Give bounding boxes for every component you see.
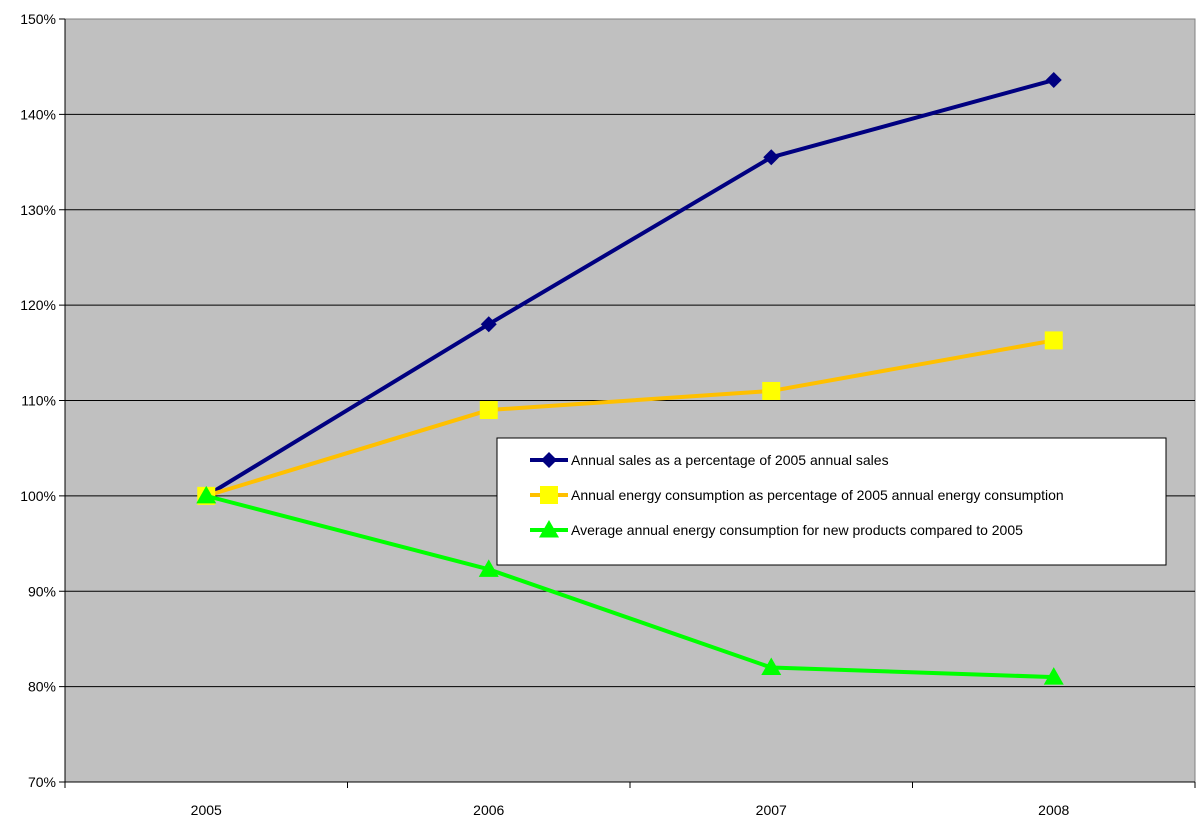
diamond-marker — [763, 149, 780, 166]
y-tick-label: 150% — [20, 11, 56, 27]
triangle-marker — [196, 485, 217, 504]
series-line — [205, 78, 1055, 498]
y-tick-label: 80% — [28, 679, 56, 695]
diamond-marker — [541, 452, 557, 468]
series-line — [205, 338, 1055, 498]
series-2 — [197, 331, 1063, 505]
y-tick-label: 70% — [28, 774, 56, 790]
legend: Annual sales as a percentage of 2005 ann… — [496, 437, 1167, 566]
square-marker — [540, 486, 558, 504]
diamond-marker — [480, 316, 497, 333]
square-marker — [1044, 331, 1063, 350]
series-3 — [196, 485, 1064, 685]
legend-label: Annual energy consumption as percentage … — [571, 487, 1064, 503]
diamond-marker — [1045, 72, 1062, 89]
y-tick-label: 90% — [28, 583, 56, 599]
triangle-marker — [478, 559, 499, 577]
axes: 70% 80% 90% 100% 110% 120% 130% 140% 150% 2005 200… — [20, 11, 1196, 818]
legend-label: Average annual energy consumption for ne… — [571, 522, 1023, 538]
x-tick-label: 2006 — [473, 802, 504, 818]
square-marker — [479, 401, 498, 420]
series-line — [205, 493, 1054, 680]
series-layer — [196, 72, 1064, 685]
triangle-marker — [539, 520, 559, 538]
y-tick-label: 120% — [20, 297, 56, 313]
legend-label: Annual sales as a percentage of 2005 ann… — [571, 452, 889, 468]
legend-box — [496, 437, 1167, 566]
x-tick-label: 2007 — [756, 802, 787, 818]
y-tick-label: 100% — [20, 488, 56, 504]
y-tick-label: 140% — [20, 106, 56, 122]
gridlines — [65, 113, 1195, 688]
x-tick-label: 2008 — [1038, 802, 1069, 818]
x-tick-label: 2005 — [191, 802, 222, 818]
y-tick-label: 110% — [21, 393, 56, 409]
legend-item: Annual sales as a percentage of 2005 ann… — [530, 452, 889, 468]
triangle-marker — [761, 657, 782, 676]
legend-item: Average annual energy consumption for ne… — [530, 520, 1023, 538]
square-marker — [762, 381, 781, 400]
triangle-marker — [1043, 667, 1064, 685]
legend-item: Annual energy consumption as percentage … — [530, 486, 1064, 504]
y-tick-label: 130% — [20, 202, 56, 218]
